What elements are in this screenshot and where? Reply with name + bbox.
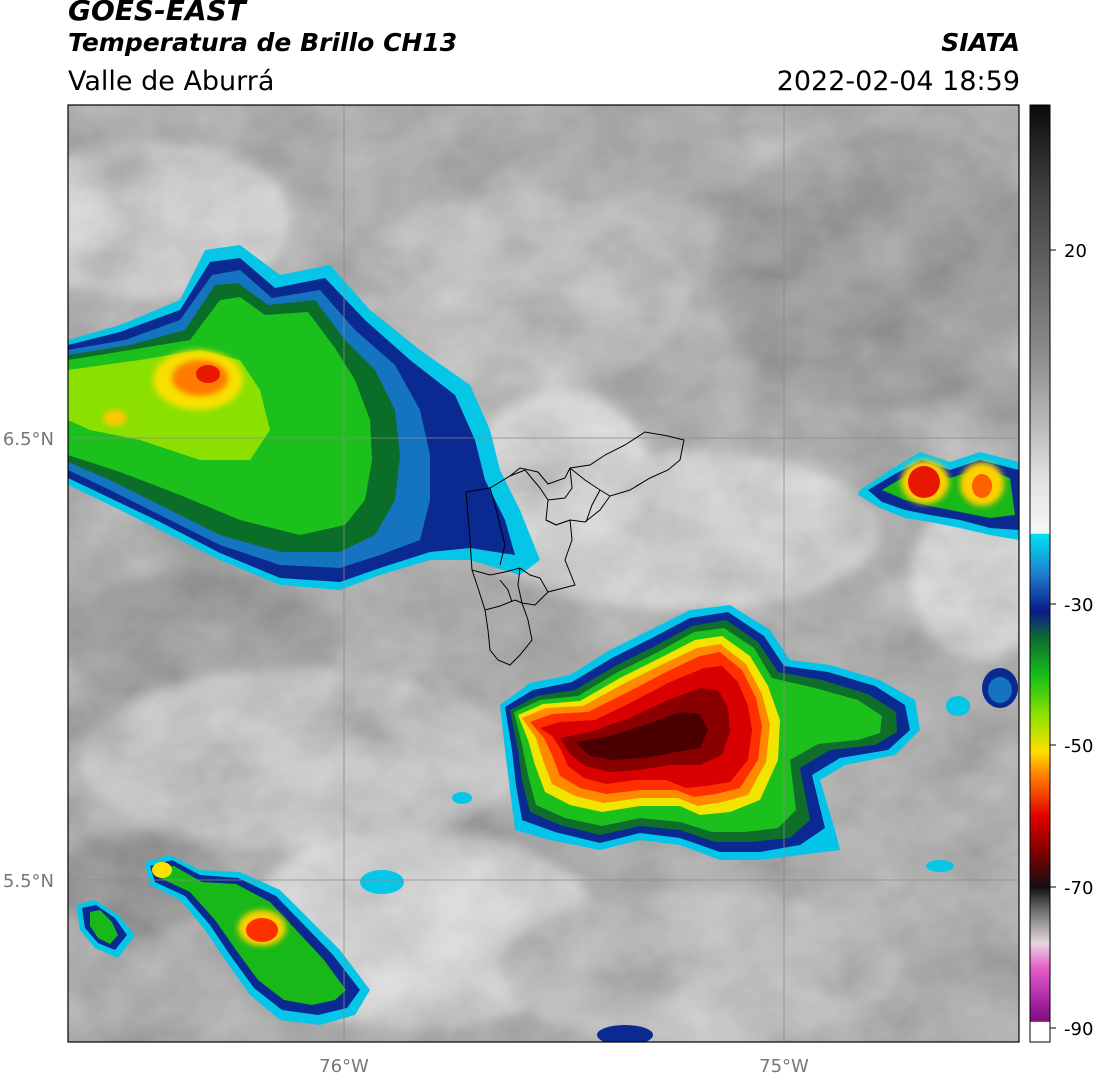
colorbar-tick-label: -30: [1064, 595, 1093, 616]
cloud-southwest: [76, 696, 970, 1042]
colorbar-ramp: [1030, 105, 1050, 1042]
agency-label: SIATA: [941, 28, 1020, 57]
cloud-east: [858, 452, 1019, 540]
colorbar-tick-label: -50: [1064, 736, 1093, 757]
lon-label-76w: 76°W: [319, 1056, 369, 1077]
lon-label-75w: 75°W: [759, 1056, 809, 1077]
colorbar-frame: [1029, 104, 1051, 1043]
colorbar-ticks: [1050, 249, 1056, 1029]
map-frame: [67, 104, 1020, 1043]
cloud-central: [500, 605, 1018, 860]
gridlines: [68, 105, 1019, 1042]
colorbar-tick-label: -90: [1064, 1019, 1093, 1040]
colorbar: 20 -30 -50 -70 -90: [1029, 104, 1093, 1043]
region-subtitle: Valle de Aburrá: [68, 66, 275, 97]
satellite-title: GOES-EAST: [68, 0, 246, 27]
lat-label-6-5n: 6.5°N: [3, 429, 54, 450]
colorbar-tick-label: -70: [1064, 878, 1093, 899]
municipal-boundaries: [465, 431, 685, 666]
timestamp-label: 2022-02-04 18:59: [776, 66, 1020, 97]
satellite-imagery: [68, 105, 1019, 1042]
cloud-west: [68, 245, 540, 590]
lat-label-5-5n: 5.5°N: [3, 871, 54, 892]
product-title: Temperatura de Brillo CH13: [68, 28, 458, 57]
colorbar-tick-label: 20: [1064, 241, 1087, 262]
